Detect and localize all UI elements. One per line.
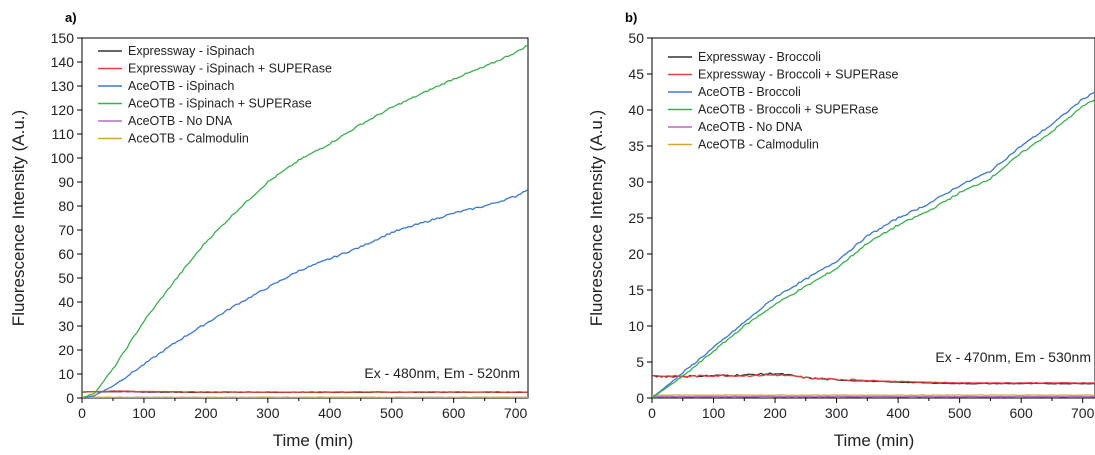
y-tick-label: 20 (628, 246, 644, 262)
y-tick-label: 70 (58, 222, 74, 238)
x-tick-label: 700 (1071, 405, 1095, 421)
y-tick-label: 140 (51, 54, 75, 70)
x-tick-label: 0 (648, 405, 656, 421)
y-tick-label: 30 (628, 174, 644, 190)
legend-label: AceOTB - Broccoli + SUPERase (698, 103, 878, 117)
y-tick-label: 80 (58, 198, 74, 214)
y-tick-label: 10 (58, 366, 74, 382)
legend-label: AceOTB - Calmodulin (698, 138, 819, 152)
x-axis-label: Time (min) (834, 431, 915, 450)
x-axis-label: Time (min) (273, 431, 354, 450)
x-tick-label: 300 (825, 405, 849, 421)
y-tick-label: 150 (51, 30, 75, 46)
series-line-6 (652, 394, 1095, 397)
legend-label: AceOTB - Calmodulin (128, 132, 249, 146)
legend-label: Expressway - Broccoli (698, 50, 821, 64)
series-line-2 (82, 390, 528, 393)
y-tick-label: 100 (51, 150, 75, 166)
y-tick-label: 30 (58, 318, 74, 334)
panel-label: b) (625, 10, 637, 25)
x-tick-label: 0 (78, 405, 86, 421)
y-tick-label: 50 (628, 30, 644, 46)
panel-label: a) (65, 10, 77, 25)
x-tick-label: 400 (886, 405, 910, 421)
x-tick-label: 500 (380, 405, 404, 421)
y-tick-label: 60 (58, 246, 74, 262)
y-tick-label: 35 (628, 138, 644, 154)
x-tick-label: 400 (318, 405, 342, 421)
y-tick-label: 90 (58, 174, 74, 190)
y-tick-label: 40 (58, 294, 74, 310)
y-tick-label: 15 (628, 282, 644, 298)
chart-panel-1: a) 0 10 20 30 40 50 60 70 80 90 100 110 120 130 140 150 0… (9, 10, 529, 450)
y-tick-label: 40 (628, 102, 644, 118)
legend-label: AceOTB - iSpinach + SUPERase (128, 97, 312, 111)
y-tick-label: 10 (628, 318, 644, 334)
legend-label: Expressway - Broccoli + SUPERase (698, 68, 898, 82)
series-line-3 (82, 188, 528, 398)
x-tick-label: 700 (504, 405, 528, 421)
series-line-3 (652, 91, 1095, 398)
legend-label: AceOTB - No DNA (698, 120, 803, 134)
x-tick-label: 200 (763, 405, 787, 421)
series-line-6 (82, 396, 528, 398)
y-tick-label: 130 (51, 78, 75, 94)
y-tick-label: 110 (52, 126, 75, 142)
legend-label: AceOTB - iSpinach (128, 79, 234, 93)
x-tick-label: 200 (194, 405, 218, 421)
series-line-4 (82, 44, 528, 398)
legend-label: AceOTB - No DNA (128, 114, 233, 128)
legend-label: Expressway - iSpinach + SUPERase (128, 62, 332, 76)
legend-label: Expressway - iSpinach (128, 44, 254, 58)
x-tick-label: 300 (256, 405, 280, 421)
legend-label: AceOTB - Broccoli (698, 85, 801, 99)
x-tick-label: 100 (702, 405, 726, 421)
y-tick-label: 0 (66, 390, 74, 406)
y-tick-label: 45 (628, 66, 644, 82)
y-tick-label: 0 (636, 390, 644, 406)
x-tick-label: 100 (132, 405, 156, 421)
y-tick-label: 5 (636, 354, 644, 370)
x-tick-label: 500 (948, 405, 972, 421)
x-tick-label: 600 (442, 405, 466, 421)
y-tick-label: 20 (58, 342, 74, 358)
series-line-4 (652, 98, 1095, 398)
x-tick-label: 600 (1009, 405, 1033, 421)
y-tick-label: 50 (58, 270, 74, 286)
y-tick-label: 25 (628, 210, 644, 226)
y-tick-label: 120 (51, 102, 75, 118)
excitation-emission-annotation: Ex - 470nm, Em - 530nm (935, 349, 1091, 365)
y-axis-label: Fluorescence Intensity (A.u.) (9, 110, 28, 326)
y-axis-label: Fluorescence Intensity (A.u.) (587, 110, 606, 326)
excitation-emission-annotation: Ex - 480nm, Em - 520nm (364, 365, 520, 381)
series-line-2 (652, 373, 1095, 384)
series-line-5 (652, 395, 1095, 398)
